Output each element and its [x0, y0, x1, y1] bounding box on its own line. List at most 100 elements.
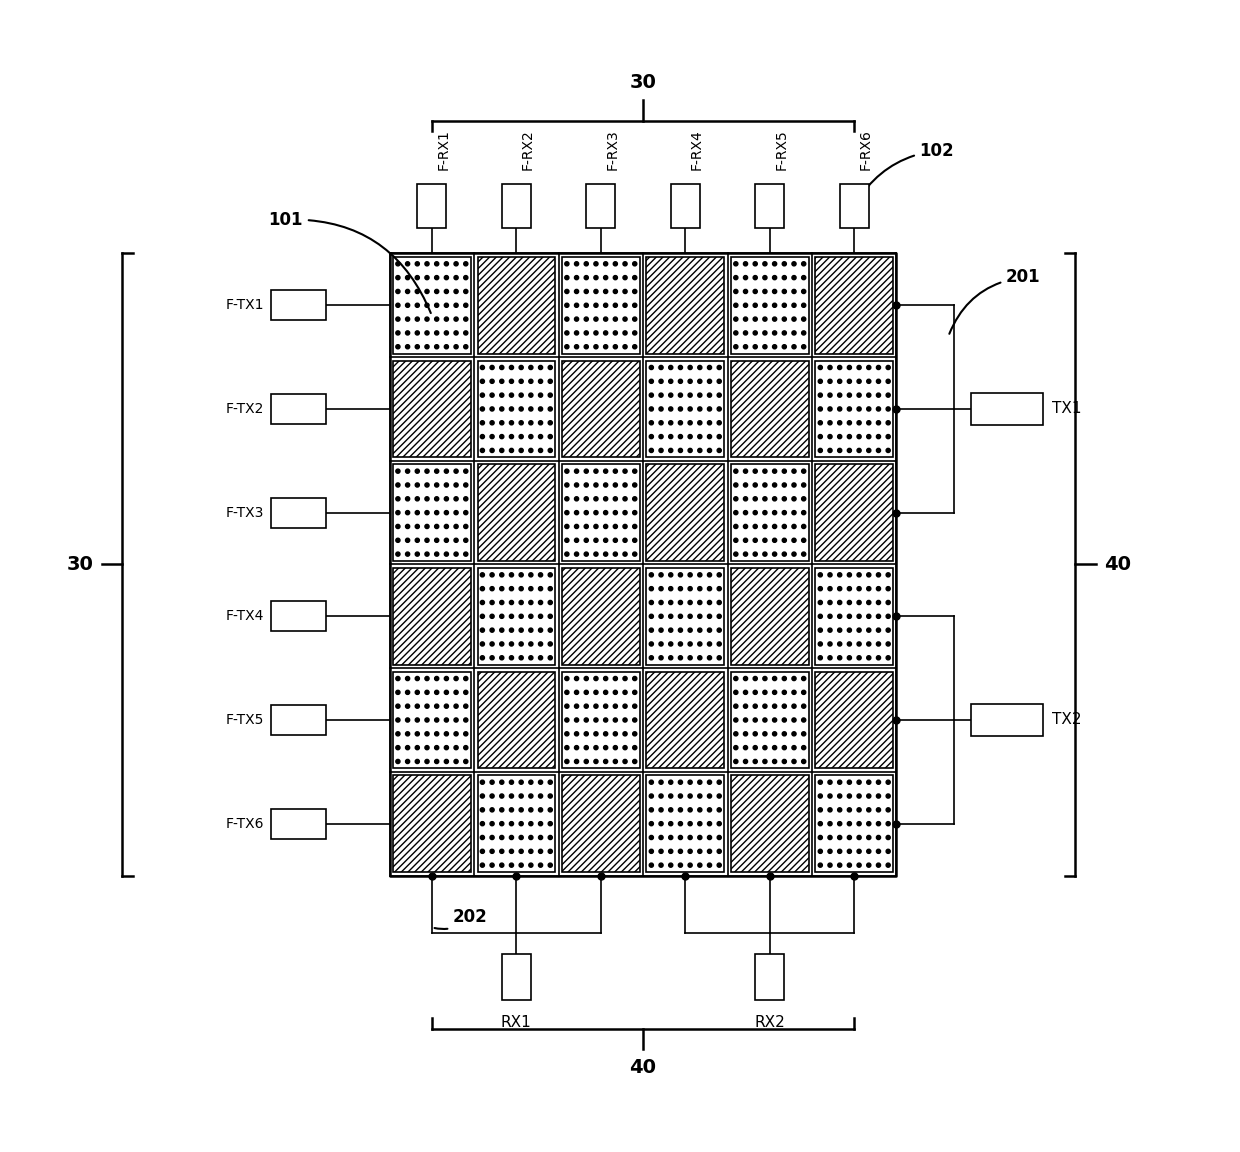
Bar [562, 775, 640, 872]
Circle shape [574, 331, 579, 335]
Circle shape [548, 849, 552, 854]
Circle shape [464, 759, 467, 764]
Circle shape [698, 808, 702, 812]
Circle shape [734, 690, 738, 695]
Circle shape [632, 552, 637, 556]
Circle shape [405, 331, 409, 335]
Circle shape [444, 538, 449, 543]
Circle shape [604, 262, 608, 266]
Circle shape [867, 642, 870, 646]
Circle shape [650, 586, 653, 591]
Circle shape [717, 628, 722, 632]
Circle shape [574, 676, 579, 681]
Circle shape [828, 655, 832, 660]
Circle shape [510, 407, 513, 411]
Circle shape [887, 600, 890, 605]
Circle shape [520, 628, 523, 632]
Circle shape [658, 434, 663, 439]
Circle shape [877, 614, 880, 619]
Circle shape [828, 379, 832, 384]
Circle shape [434, 538, 439, 543]
Circle shape [528, 365, 533, 370]
Circle shape [782, 538, 786, 543]
Circle shape [763, 732, 768, 736]
Circle shape [614, 483, 618, 487]
Bar [393, 257, 471, 354]
Circle shape [548, 586, 552, 591]
Circle shape [801, 275, 806, 280]
Circle shape [763, 497, 768, 501]
Circle shape [415, 262, 419, 266]
Circle shape [622, 497, 627, 501]
Text: F-TX2: F-TX2 [226, 402, 264, 416]
Circle shape [698, 573, 702, 577]
Circle shape [668, 642, 673, 646]
Circle shape [584, 289, 588, 294]
Circle shape [847, 780, 852, 785]
Circle shape [528, 600, 533, 605]
Circle shape [614, 510, 618, 515]
Text: RX2: RX2 [754, 1015, 785, 1030]
Circle shape [658, 628, 663, 632]
Circle shape [773, 469, 776, 473]
Circle shape [792, 552, 796, 556]
Circle shape [877, 780, 880, 785]
Circle shape [857, 420, 861, 425]
Circle shape [584, 538, 588, 543]
Circle shape [594, 538, 598, 543]
Circle shape [454, 497, 458, 501]
Circle shape [792, 718, 796, 722]
Text: 201: 201 [950, 268, 1040, 334]
Circle shape [877, 849, 880, 854]
Circle shape [415, 289, 419, 294]
Circle shape [818, 573, 822, 577]
Circle shape [632, 690, 637, 695]
Circle shape [510, 794, 513, 798]
Circle shape [510, 448, 513, 453]
Circle shape [510, 586, 513, 591]
Circle shape [792, 676, 796, 681]
Circle shape [604, 759, 608, 764]
Circle shape [708, 780, 712, 785]
Circle shape [867, 407, 870, 411]
Circle shape [773, 289, 776, 294]
Circle shape [792, 704, 796, 708]
Circle shape [818, 434, 822, 439]
Circle shape [528, 448, 533, 453]
Circle shape [490, 794, 495, 798]
Circle shape [792, 759, 796, 764]
Circle shape [857, 794, 861, 798]
Circle shape [763, 552, 768, 556]
Circle shape [698, 407, 702, 411]
Circle shape [753, 483, 758, 487]
Circle shape [405, 745, 409, 750]
Circle shape [828, 586, 832, 591]
Circle shape [604, 303, 608, 308]
Circle shape [434, 704, 439, 708]
Circle shape [500, 420, 503, 425]
Circle shape [717, 863, 722, 867]
Circle shape [650, 780, 653, 785]
Circle shape [801, 469, 806, 473]
Circle shape [584, 704, 588, 708]
Circle shape [828, 794, 832, 798]
Circle shape [614, 759, 618, 764]
Circle shape [708, 808, 712, 812]
Circle shape [528, 849, 533, 854]
Circle shape [698, 628, 702, 632]
Circle shape [867, 379, 870, 384]
Circle shape [415, 732, 419, 736]
Circle shape [528, 808, 533, 812]
Circle shape [500, 642, 503, 646]
Circle shape [480, 393, 485, 397]
Circle shape [594, 469, 598, 473]
Circle shape [801, 759, 806, 764]
Circle shape [763, 303, 768, 308]
Circle shape [818, 420, 822, 425]
Circle shape [887, 808, 890, 812]
Circle shape [614, 344, 618, 349]
Circle shape [857, 628, 861, 632]
Circle shape [744, 483, 748, 487]
Circle shape [415, 483, 419, 487]
Circle shape [604, 344, 608, 349]
